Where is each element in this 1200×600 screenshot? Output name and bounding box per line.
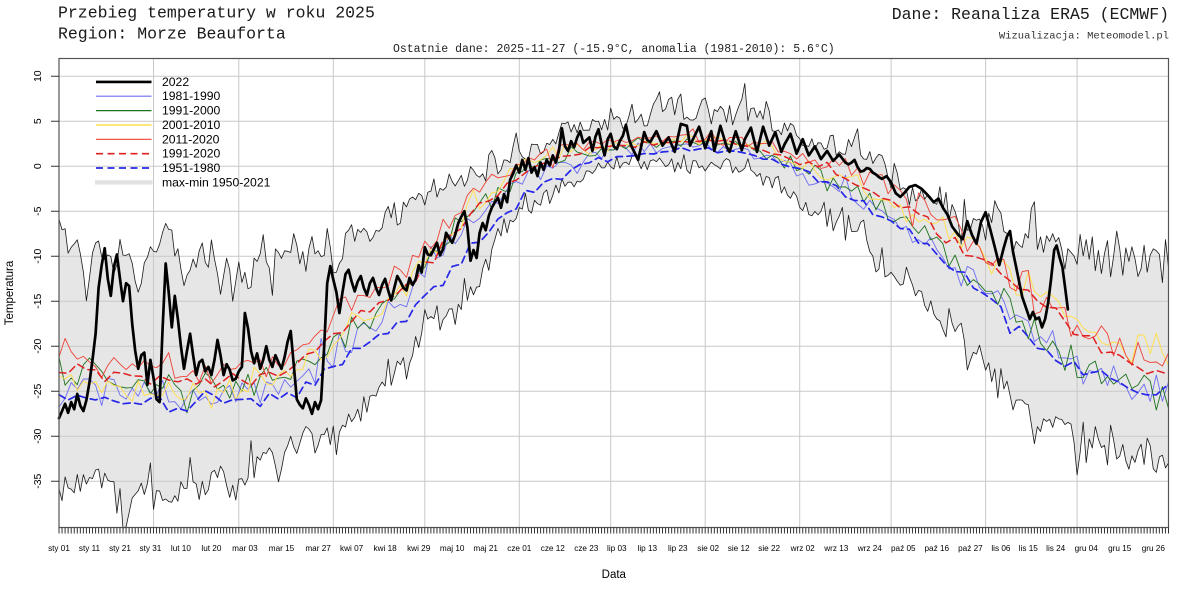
svg-text:kwi 18: kwi 18 — [373, 544, 397, 553]
svg-text:wrz 13: wrz 13 — [823, 544, 849, 553]
svg-text:mar 03: mar 03 — [232, 544, 258, 553]
svg-text:lip 13: lip 13 — [638, 544, 658, 553]
svg-text:Temperatura: Temperatura — [4, 260, 16, 325]
svg-text:-20: -20 — [32, 338, 44, 353]
svg-text:lis 06: lis 06 — [991, 544, 1011, 553]
svg-text:lut 20: lut 20 — [201, 544, 221, 553]
svg-text:-35: -35 — [32, 473, 44, 488]
svg-text:sie 02: sie 02 — [697, 544, 719, 553]
svg-text:Przebieg temperatury w roku 20: Przebieg temperatury w roku 2025 — [58, 4, 375, 23]
svg-text:2001-2010: 2001-2010 — [162, 118, 221, 132]
svg-text:sty 11: sty 11 — [79, 544, 101, 553]
svg-text:lut 10: lut 10 — [171, 544, 191, 553]
svg-text:kwi 29: kwi 29 — [407, 544, 431, 553]
svg-text:1991-2000: 1991-2000 — [162, 104, 221, 118]
svg-text:lis 15: lis 15 — [1019, 544, 1039, 553]
svg-text:sie 22: sie 22 — [758, 544, 780, 553]
svg-text:-15: -15 — [32, 293, 44, 308]
svg-text:sty 21: sty 21 — [109, 544, 131, 553]
svg-text:gru 04: gru 04 — [1075, 544, 1099, 553]
svg-text:wrz 02: wrz 02 — [790, 544, 816, 553]
svg-text:1991-2020: 1991-2020 — [162, 147, 221, 161]
svg-text:-5: -5 — [32, 206, 44, 215]
svg-text:sty 31: sty 31 — [139, 544, 161, 553]
svg-text:mar 27: mar 27 — [305, 544, 331, 553]
svg-text:cze 23: cze 23 — [574, 544, 599, 553]
svg-text:2022: 2022 — [162, 75, 189, 89]
svg-text:paź 05: paź 05 — [891, 544, 916, 553]
svg-text:-10: -10 — [32, 248, 44, 263]
svg-text:wrz 24: wrz 24 — [857, 544, 883, 553]
svg-text:Ostatnie dane: 2025-11-27 (-15: Ostatnie dane: 2025-11-27 (-15.9°C, anom… — [393, 43, 835, 56]
svg-text:1951-1980: 1951-1980 — [162, 161, 221, 175]
svg-text:gru 26: gru 26 — [1142, 544, 1166, 553]
svg-text:1981-1990: 1981-1990 — [162, 89, 221, 103]
svg-text:sty 01: sty 01 — [48, 544, 70, 553]
svg-text:10: 10 — [32, 70, 44, 82]
svg-text:5: 5 — [32, 118, 44, 124]
svg-text:mar 15: mar 15 — [269, 544, 295, 553]
svg-text:maj 21: maj 21 — [473, 544, 498, 553]
svg-text:-25: -25 — [32, 383, 44, 398]
svg-text:0: 0 — [32, 163, 44, 169]
svg-text:paź 16: paź 16 — [925, 544, 950, 553]
svg-text:sie 12: sie 12 — [728, 544, 750, 553]
svg-text:kwi 07: kwi 07 — [340, 544, 364, 553]
svg-text:gru 15: gru 15 — [1108, 544, 1132, 553]
svg-text:lis 24: lis 24 — [1046, 544, 1066, 553]
svg-text:2011-2020: 2011-2020 — [162, 132, 220, 146]
svg-text:-30: -30 — [32, 428, 44, 443]
svg-text:maj 10: maj 10 — [440, 544, 465, 553]
svg-text:lip 23: lip 23 — [668, 544, 688, 553]
svg-text:paź 27: paź 27 — [958, 544, 983, 553]
svg-text:Data: Data — [602, 569, 627, 581]
svg-text:lip 03: lip 03 — [607, 544, 627, 553]
svg-text:Dane: Reanaliza ERA5 (ECMWF): Dane: Reanaliza ERA5 (ECMWF) — [892, 5, 1169, 24]
svg-text:Wizualizacja: Meteomodel.pl: Wizualizacja: Meteomodel.pl — [999, 31, 1169, 43]
svg-text:cze 12: cze 12 — [541, 544, 566, 553]
svg-text:cze 01: cze 01 — [507, 544, 532, 553]
svg-text:Region: Morze Beauforta: Region: Morze Beauforta — [58, 25, 286, 44]
svg-text:max-min 1950-2021: max-min 1950-2021 — [162, 175, 271, 189]
